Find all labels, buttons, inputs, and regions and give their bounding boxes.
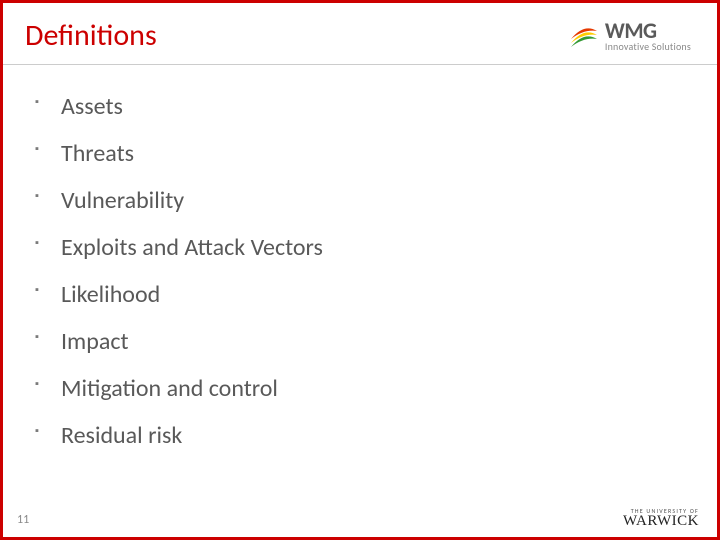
warwick-logo: THE UNIVERSITY OF WARWICK	[623, 508, 699, 529]
list-item: Residual risk	[43, 412, 695, 459]
slide-title: Definitions	[25, 17, 157, 54]
wmg-swoosh-icon	[569, 21, 599, 51]
wmg-logo-text: WMG Innovative Solutions	[605, 20, 691, 52]
wmg-logo-main: WMG	[605, 20, 691, 42]
warwick-logo-main: WARWICK	[623, 514, 699, 529]
slide-content: Assets Threats Vulnerability Exploits an…	[3, 65, 717, 459]
list-item: Impact	[43, 318, 695, 365]
slide-header: Definitions WMG Innovative Solutions	[3, 3, 717, 65]
page-number: 11	[17, 513, 29, 527]
list-item: Assets	[43, 83, 695, 130]
list-item: Vulnerability	[43, 177, 695, 224]
bullet-list: Assets Threats Vulnerability Exploits an…	[43, 83, 695, 459]
slide: Definitions WMG Innovative Solutions Ass…	[0, 0, 720, 540]
wmg-logo-sub: Innovative Solutions	[605, 42, 691, 52]
list-item: Likelihood	[43, 271, 695, 318]
wmg-logo: WMG Innovative Solutions	[569, 20, 691, 52]
list-item: Mitigation and control	[43, 365, 695, 412]
list-item: Exploits and Attack Vectors	[43, 224, 695, 271]
slide-footer: 11 THE UNIVERSITY OF WARWICK	[3, 497, 717, 537]
list-item: Threats	[43, 130, 695, 177]
